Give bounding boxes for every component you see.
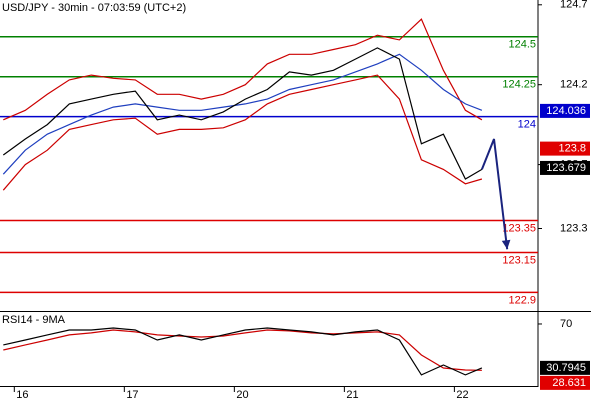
y-tick-label: 70 — [560, 318, 572, 330]
x-tick-label: 21 — [346, 389, 358, 401]
y-tick-label: 123.3 — [560, 222, 588, 234]
series-line — [2, 53, 483, 175]
price-tag — [540, 360, 590, 375]
chart-title: USD/JPY - 30min - 07:03:59 (UTC+2) — [2, 2, 186, 14]
x-tick-label: 20 — [236, 389, 248, 401]
price-tag — [540, 375, 590, 390]
y-tick-label: 124.2 — [560, 79, 588, 91]
level-label: 124.5 — [508, 39, 536, 51]
series-line — [2, 74, 483, 191]
panel-title: RSI14 - 9MA — [2, 314, 66, 326]
price-tag — [540, 141, 590, 156]
y-tick-label: 124.7 — [560, 0, 588, 11]
forecast-arrow — [480, 138, 509, 250]
x-tick-label: 16 — [16, 389, 28, 401]
price-tag — [540, 103, 590, 118]
level-label: 123.15 — [502, 254, 536, 266]
series-line — [2, 47, 483, 180]
price-tag-label: 124.036 — [546, 105, 586, 117]
price-tag-label: 123.8 — [558, 143, 586, 155]
price-tag-label: 123.679 — [546, 162, 586, 174]
series-line — [3, 327, 483, 376]
arrow-head — [501, 239, 511, 250]
x-tick-label: 22 — [456, 389, 468, 401]
x-tick-label: 17 — [126, 389, 138, 401]
price-tag — [540, 160, 590, 175]
price-tag-label: 28.631 — [552, 377, 586, 389]
series-line — [3, 329, 482, 371]
price-tag-label: 30.7945 — [546, 362, 586, 374]
level-label: 124 — [518, 119, 536, 131]
level-label: 124.25 — [502, 79, 536, 91]
level-label: 122.9 — [508, 294, 536, 306]
series-line — [3, 18, 483, 121]
level-label: 123.35 — [502, 222, 536, 234]
